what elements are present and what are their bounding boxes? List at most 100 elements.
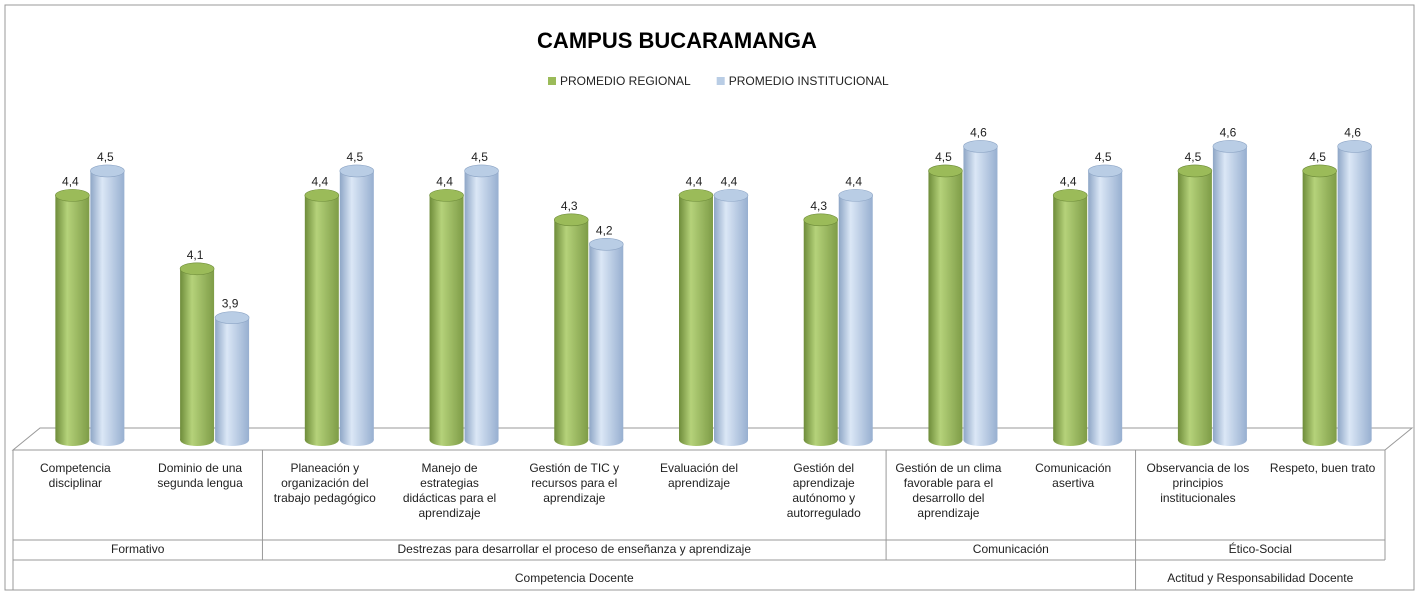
group-label: Actitud y Responsabilidad Docente [1167, 571, 1354, 585]
cylinder [339, 164, 375, 446]
category-label: Gestión del aprendizaje autónomo y autor… [786, 461, 861, 520]
cylinder-part [963, 146, 998, 440]
value-label: 4,6 [1344, 125, 1361, 139]
category-label: Evaluación del aprendizaje [659, 461, 739, 490]
value-label: 4,4 [721, 174, 738, 188]
cylinder-part [90, 164, 125, 178]
category-label: Respeto, buen trato [1269, 461, 1376, 475]
cylinder-part [928, 170, 963, 440]
subgroup-label: Formativo [111, 542, 165, 556]
value-label: 4,6 [1220, 125, 1237, 139]
legend-label: PROMEDIO INSTITUCIONAL [729, 74, 889, 88]
cylinder-part [1088, 170, 1123, 440]
value-label: 4,4 [1060, 174, 1077, 188]
cylinder-part [1212, 140, 1248, 153]
value-label: 4,4 [845, 174, 862, 188]
cylinder-part [180, 268, 215, 440]
cylinder-part [928, 164, 963, 178]
cylinder-part [963, 140, 998, 153]
cylinder [1337, 140, 1372, 446]
cylinder-part [1177, 170, 1212, 440]
cylinder-part [1337, 140, 1372, 153]
chart-title: CAMPUS BUCARAMANGA [537, 28, 817, 53]
cylinder [214, 311, 250, 446]
value-label: 4,5 [97, 150, 114, 164]
cylinder-part [838, 189, 874, 202]
cylinder-part [678, 189, 714, 202]
cylinder-part [553, 213, 589, 227]
cylinder-part [713, 189, 749, 202]
value-label: 4,5 [1095, 150, 1112, 164]
cylinder [1052, 189, 1088, 446]
cylinder-part [55, 195, 90, 440]
cylinder-part [179, 262, 215, 276]
subgroup-label: Comunicación [972, 542, 1049, 556]
cylinder [803, 213, 839, 446]
cylinder [90, 164, 125, 446]
cylinder-part [464, 164, 499, 178]
subgroup-label: Ético-Social [1228, 542, 1292, 556]
cylinder-part [429, 189, 464, 202]
cylinder-part [1052, 189, 1088, 202]
cylinder-part [215, 317, 250, 440]
value-label: 4,1 [187, 248, 204, 262]
cylinder-part [464, 170, 499, 440]
cylinder-part [214, 311, 250, 324]
cylinder-part [1053, 195, 1088, 440]
legend-label: PROMEDIO REGIONAL [560, 74, 691, 88]
cylinder-part [803, 213, 839, 227]
cylinder-part [1337, 146, 1372, 440]
category-label: Gestión de un clima favorable para el de… [895, 461, 1002, 520]
category-label: Competencia disciplinar [40, 461, 111, 490]
cylinder [678, 189, 714, 446]
value-label: 4,3 [810, 199, 827, 213]
value-label: 4,6 [970, 125, 987, 139]
subgroup-label: Destrezas para desarrollar el proceso de… [397, 542, 752, 556]
cylinder [1302, 164, 1337, 446]
cylinder [553, 213, 589, 446]
cylinder-part [679, 195, 713, 440]
cylinder-part [90, 170, 125, 440]
value-label: 4,2 [596, 223, 613, 237]
value-label: 4,4 [311, 174, 328, 188]
value-label: 4,5 [471, 150, 488, 164]
category-label: Manejo de estrategias didácticas para el… [402, 461, 497, 520]
cylinder-part [429, 195, 464, 440]
cylinder-part [339, 170, 374, 440]
cylinder [928, 164, 963, 446]
cylinder-part [1302, 164, 1337, 178]
cylinder [304, 189, 340, 446]
cylinder [429, 189, 464, 446]
cylinder [1212, 140, 1248, 446]
value-label: 4,5 [1185, 150, 1202, 164]
cylinder [713, 189, 749, 446]
value-label: 4,4 [62, 174, 79, 188]
category-label: Gestión de TIC y recursos para el aprend… [529, 461, 620, 505]
value-label: 3,9 [222, 297, 239, 311]
cylinder-part [714, 195, 748, 440]
legend-swatch [548, 77, 556, 85]
cylinder-part [803, 219, 838, 440]
cylinder-part [339, 164, 375, 178]
cylinder [838, 189, 874, 446]
cylinder-part [1302, 170, 1337, 440]
value-label: 4,5 [935, 150, 952, 164]
value-label: 4,3 [561, 199, 578, 213]
cylinder [179, 262, 215, 446]
cylinder-part [838, 195, 873, 440]
cylinder [464, 164, 499, 446]
cylinder-part [589, 244, 624, 440]
cylinder-part [588, 238, 624, 251]
cylinder-part [554, 219, 589, 440]
category-label: Planeación y organización del trabajo pe… [273, 461, 376, 505]
category-label: Dominio de una segunda lengua [157, 461, 243, 490]
cylinder-part [1087, 164, 1123, 178]
value-label: 4,5 [346, 150, 363, 164]
value-label: 4,4 [436, 174, 453, 188]
cylinder [1177, 164, 1213, 446]
category-label: Observancia de los principios institucio… [1146, 461, 1250, 505]
legend-swatch [716, 77, 725, 85]
cylinder-part [1177, 164, 1213, 178]
